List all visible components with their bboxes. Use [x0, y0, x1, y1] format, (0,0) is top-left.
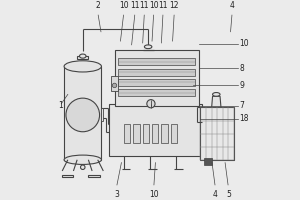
Bar	[77, 56, 88, 59]
Bar	[133, 124, 140, 143]
Text: 10: 10	[149, 190, 158, 199]
Circle shape	[80, 165, 85, 169]
Bar	[118, 69, 195, 76]
Bar	[124, 124, 130, 143]
Bar	[62, 175, 74, 177]
Ellipse shape	[144, 45, 152, 49]
Text: 5: 5	[226, 190, 231, 199]
Text: 3: 3	[114, 190, 119, 199]
Bar	[88, 175, 100, 177]
Text: 10: 10	[149, 1, 158, 10]
Text: 2: 2	[95, 1, 100, 10]
Bar	[152, 124, 158, 143]
Text: 8: 8	[240, 64, 244, 73]
Bar	[200, 107, 234, 160]
Ellipse shape	[80, 54, 86, 58]
Text: 7: 7	[240, 101, 244, 110]
Ellipse shape	[213, 93, 220, 96]
Bar	[100, 108, 103, 121]
Text: 4: 4	[213, 190, 218, 199]
Circle shape	[147, 100, 155, 108]
Bar	[118, 89, 195, 96]
Text: 4: 4	[230, 1, 235, 10]
Text: 11: 11	[158, 1, 168, 10]
Circle shape	[112, 83, 117, 88]
Bar	[64, 66, 101, 160]
Bar	[170, 124, 177, 143]
Bar	[142, 124, 149, 143]
Bar	[118, 79, 195, 86]
Bar	[115, 50, 199, 106]
Text: 12: 12	[169, 1, 179, 10]
Text: 11: 11	[140, 1, 149, 10]
Ellipse shape	[64, 155, 101, 164]
Text: 11: 11	[130, 1, 140, 10]
Bar	[118, 58, 195, 65]
Circle shape	[66, 98, 100, 132]
Text: 1: 1	[58, 101, 63, 110]
Text: 18: 18	[240, 114, 249, 123]
Bar	[204, 158, 211, 165]
Text: 10: 10	[240, 39, 249, 48]
Text: 9: 9	[240, 81, 244, 90]
Ellipse shape	[64, 61, 101, 72]
Bar	[109, 104, 202, 156]
Text: 10: 10	[119, 1, 129, 10]
Bar	[111, 76, 118, 91]
Bar	[161, 124, 168, 143]
Polygon shape	[212, 96, 221, 107]
